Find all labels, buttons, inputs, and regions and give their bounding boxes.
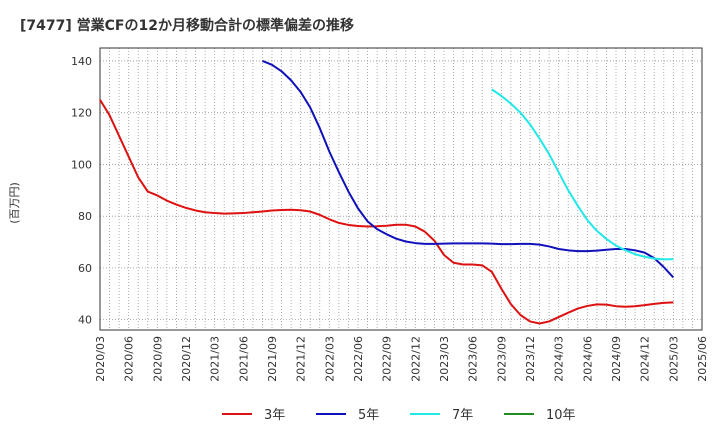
grid	[100, 48, 702, 330]
x-tick-label: 2022/12	[409, 336, 422, 382]
x-tick-label: 2025/06	[696, 336, 709, 382]
x-tick-label: 2020/12	[180, 336, 193, 382]
y-tick-label: 60	[78, 262, 92, 275]
y-axis-label: (百万円)	[8, 182, 21, 224]
x-tick-label: 2020/06	[123, 336, 136, 382]
x-tick-label: 2024/03	[553, 336, 566, 382]
legend-label: 3年	[264, 408, 285, 423]
x-tick-label: 2021/12	[295, 336, 308, 382]
x-tick-label: 2021/03	[209, 336, 222, 382]
x-tick-label: 2025/03	[667, 336, 680, 382]
x-tick-label: 2023/09	[495, 336, 508, 382]
legend: 3年 5年 7年 10年	[222, 408, 576, 423]
series-line-5年	[262, 60, 675, 279]
series-line-3年	[99, 99, 674, 325]
x-tick-label: 2022/03	[323, 336, 336, 382]
x-axis: 2020/03 2020/06 2020/09 2020/12 2021/03 2021/…	[94, 336, 709, 382]
y-tick-label: 40	[78, 314, 92, 327]
x-tick-label: 2021/09	[266, 336, 279, 382]
x-tick-label: 2022/06	[352, 336, 365, 382]
legend-label: 5年	[358, 408, 379, 423]
x-tick-label: 2024/12	[639, 336, 652, 382]
plot-frame	[99, 47, 703, 331]
x-tick-label: 2023/06	[467, 336, 480, 382]
x-tick-label: 2021/06	[237, 336, 250, 382]
x-tick-label: 2023/03	[438, 336, 451, 382]
x-tick-label: 2023/12	[524, 336, 537, 382]
x-tick-label: 2024/06	[581, 336, 594, 382]
series-line-7年	[491, 88, 674, 261]
chart-title: [7477] 営業CFの12か月移動合計の標準偏差の推移	[20, 17, 354, 34]
x-tick-label: 2022/09	[381, 336, 394, 382]
y-axis: 40 60 80 100 120 140	[71, 55, 92, 327]
legend-label: 10年	[546, 408, 576, 423]
x-tick-label: 2024/09	[610, 336, 623, 382]
y-tick-label: 100	[71, 158, 92, 171]
legend-label: 7年	[452, 408, 473, 423]
y-tick-label: 80	[78, 210, 92, 223]
x-tick-label: 2020/03	[94, 336, 107, 382]
series-group	[99, 60, 675, 325]
y-tick-label: 140	[71, 55, 92, 68]
y-tick-label: 120	[71, 107, 92, 120]
x-tick-label: 2020/09	[151, 336, 164, 382]
